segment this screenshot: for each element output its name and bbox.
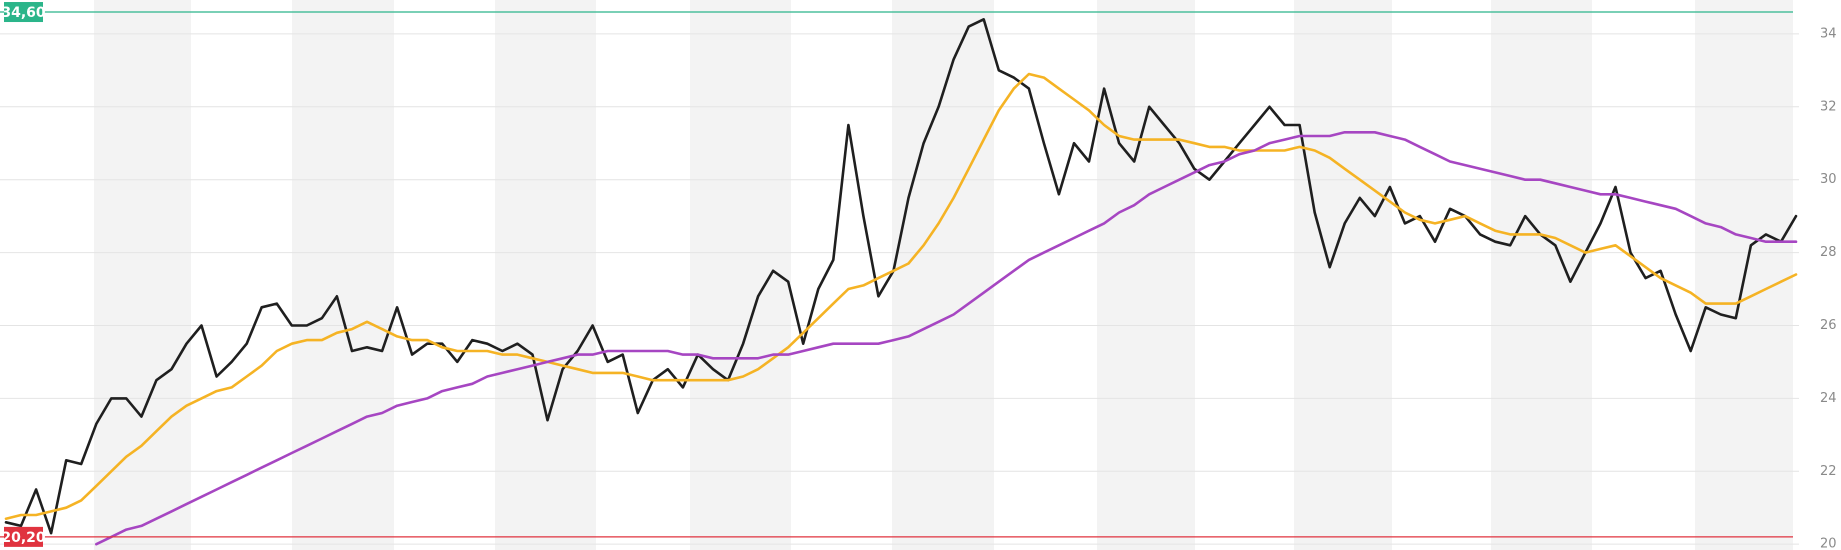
period-band	[292, 0, 394, 550]
y-tick-label: 26	[1820, 318, 1837, 333]
y-tick-label: 28	[1820, 245, 1837, 260]
y-tick-label: 20	[1820, 537, 1837, 550]
reference-label-box	[4, 526, 43, 547]
period-band	[94, 0, 191, 550]
period-band	[495, 0, 596, 550]
period-band	[1491, 0, 1592, 550]
price-line	[4, 72, 1798, 520]
period-band	[690, 0, 791, 550]
y-tick-label: 34	[1820, 26, 1837, 41]
y-tick-label: 30	[1820, 172, 1837, 187]
period-band	[1097, 0, 1195, 550]
price-line	[95, 131, 1798, 546]
reference-label: 34,60	[1, 5, 46, 21]
y-tick-label: 22	[1820, 464, 1837, 479]
y-tick-label: 32	[1820, 99, 1837, 114]
period-band	[1294, 0, 1392, 550]
price-line	[4, 18, 1798, 535]
reference-label-box	[4, 2, 43, 23]
reference-label: 20,20	[1, 530, 46, 546]
period-band	[892, 0, 994, 550]
y-tick-label: 24	[1820, 391, 1837, 406]
